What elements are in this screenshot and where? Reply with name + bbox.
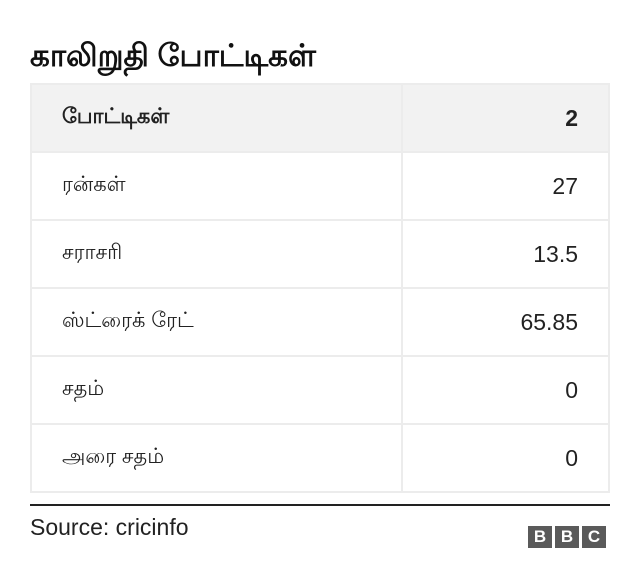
table-row: அரை சதம் 0 [30,423,610,493]
row-value: 0 [401,423,610,493]
row-value: 65.85 [401,287,610,357]
source-text: Source: cricinfo [30,514,189,540]
table-row: ஸ்ட்ரைக் ரேட் 65.85 [30,287,610,357]
row-value: 0 [401,355,610,425]
footer-divider [30,504,610,506]
row-value: 27 [401,151,610,221]
row-label: சதம் [30,355,403,425]
row-value: 13.5 [401,219,610,289]
table-row: ரன்கள் 27 [30,151,610,221]
bbc-logo: B B C [528,526,606,548]
bbc-logo-letter: B [528,526,552,548]
table-row: சராசரி 13.5 [30,219,610,289]
bbc-logo-letter: C [582,526,606,548]
row-label: அரை சதம் [30,423,403,493]
chart-title: காலிறுதி போட்டிகள் [30,38,316,73]
header-value: 2 [401,83,610,153]
bbc-logo-letter: B [555,526,579,548]
stats-table: போட்டிகள் 2 ரன்கள் 27 சராசரி 13.5 ஸ்ட்ரை… [30,83,610,493]
header-label: போட்டிகள் [30,83,403,153]
row-label: சராசரி [30,219,403,289]
row-label: ரன்கள் [30,151,403,221]
table-header-row: போட்டிகள் 2 [30,83,610,153]
table-row: சதம் 0 [30,355,610,425]
row-label: ஸ்ட்ரைக் ரேட் [30,287,403,357]
